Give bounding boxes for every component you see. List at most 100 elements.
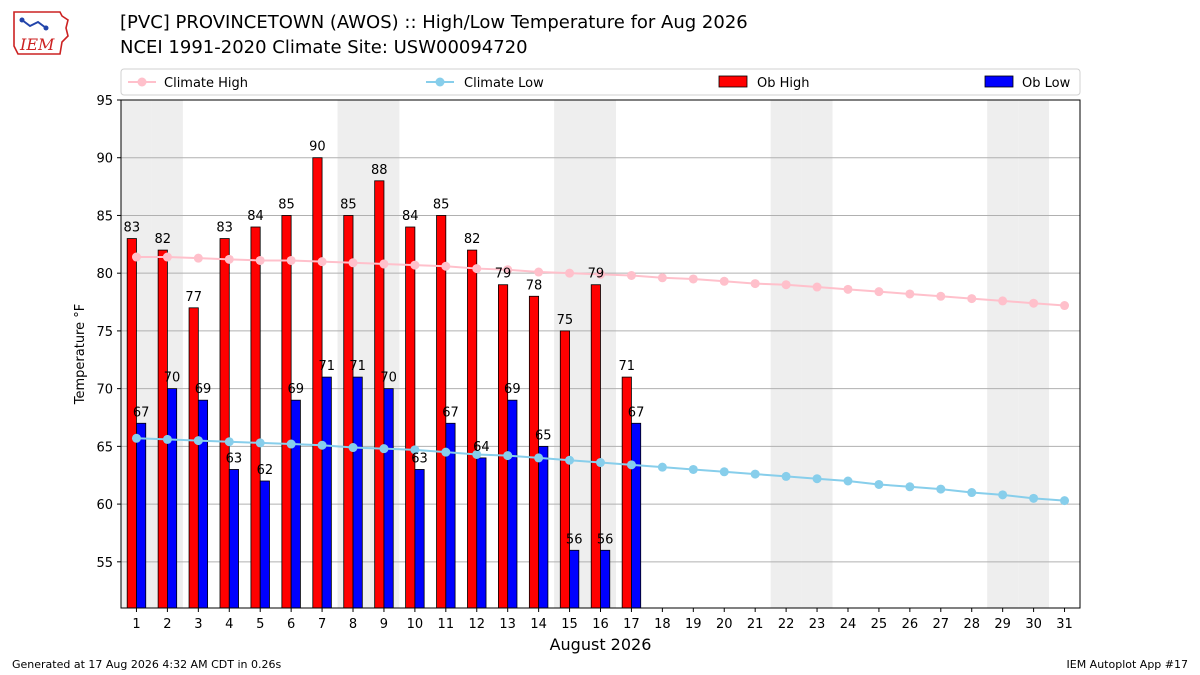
ob-low-bar xyxy=(538,445,549,609)
ob-high-label: 71 xyxy=(619,359,636,374)
x-tick-label: 11 xyxy=(438,617,455,632)
ob-low-bar xyxy=(228,469,239,609)
climate-high-point xyxy=(317,257,327,267)
climate-high-point xyxy=(812,282,822,292)
climate-low-point xyxy=(255,438,265,448)
ob-high-label: 83 xyxy=(124,221,141,236)
generated-timestamp: Generated at 17 Aug 2026 4:32 AM CDT in … xyxy=(12,658,282,671)
ob-high-bar xyxy=(498,284,509,609)
x-tick-label: 10 xyxy=(407,617,424,632)
ob-high-label: 82 xyxy=(154,232,171,247)
ob-high-label: 84 xyxy=(247,209,264,224)
ob-high-bar xyxy=(126,238,137,609)
iem-logo: IEM xyxy=(13,11,69,55)
climate-high-point xyxy=(1060,301,1070,311)
ob-low-bar xyxy=(197,399,209,609)
ob-low-label: 70 xyxy=(164,371,181,386)
climate-low-point xyxy=(286,439,296,449)
climate-high-point xyxy=(255,255,265,265)
y-tick-label: 65 xyxy=(96,440,113,455)
ob-low-bar xyxy=(136,422,147,609)
x-tick-label: 12 xyxy=(468,617,485,632)
x-axis-label: August 2026 xyxy=(550,635,652,654)
ob-high-bar xyxy=(590,284,601,609)
climate-low-point xyxy=(1029,493,1039,503)
ob-high-label: 82 xyxy=(464,232,481,247)
ob-high-bar xyxy=(281,215,292,609)
ob-low-bar xyxy=(321,376,332,609)
ob-high-label: 85 xyxy=(278,197,295,212)
climate-low-point xyxy=(472,449,482,459)
climate-low-point xyxy=(193,436,203,446)
ob-low-bar xyxy=(290,399,301,609)
x-tick-label: 19 xyxy=(685,617,702,632)
ob-high-label: 85 xyxy=(340,197,357,212)
ob-low-bar xyxy=(352,376,363,609)
y-axis-label: Temperature °F xyxy=(73,304,88,405)
legend-climate-high-marker xyxy=(137,77,147,87)
weekend-shade xyxy=(770,100,802,608)
weekend-shade xyxy=(987,100,1019,608)
x-tick-label: 1 xyxy=(132,617,140,632)
climate-high-point xyxy=(565,268,575,278)
x-tick-label: 7 xyxy=(318,617,326,632)
ob-low-bar xyxy=(631,422,642,609)
climate-low-point xyxy=(936,484,946,494)
climate-low-point xyxy=(1060,496,1070,506)
chart-subtitle: NCEI 1991-2020 Climate Site: USW00094720 xyxy=(120,37,528,58)
climate-low-point xyxy=(503,451,513,461)
x-tick-label: 30 xyxy=(1025,617,1042,632)
x-tick-label: 17 xyxy=(623,617,640,632)
ob-low-label: 69 xyxy=(504,382,521,397)
climate-high-point xyxy=(472,264,482,274)
ob-low-label: 67 xyxy=(628,405,645,420)
climate-high-point xyxy=(503,265,513,275)
x-tick-label: 14 xyxy=(530,617,547,632)
climate-low-point xyxy=(410,445,420,455)
ob-high-label: 77 xyxy=(185,290,202,305)
x-tick-label: 5 xyxy=(256,617,264,632)
climate-low-point xyxy=(534,453,544,463)
climate-low-point xyxy=(998,490,1008,500)
legend-ob-high-label: Ob High xyxy=(757,76,810,91)
ob-low-label: 69 xyxy=(195,382,212,397)
legend-ob-low-label: Ob Low xyxy=(1022,76,1071,91)
ob-low-label: 56 xyxy=(597,532,614,547)
ob-high-bar xyxy=(157,249,168,609)
ob-high-bar xyxy=(374,180,385,609)
ob-low-label: 70 xyxy=(380,371,397,386)
ob-high-label: 88 xyxy=(371,163,388,178)
ob-low-label: 65 xyxy=(535,428,552,443)
logo-text: IEM xyxy=(19,35,55,54)
ob-low-bar xyxy=(383,388,394,609)
ob-low-bar xyxy=(167,388,178,609)
climate-high-point xyxy=(936,291,946,301)
climate-high-point xyxy=(750,279,760,289)
ob-low-label: 62 xyxy=(257,463,274,478)
ob-high-label: 79 xyxy=(495,267,512,282)
x-tick-label: 25 xyxy=(871,617,888,632)
x-tick-label: 15 xyxy=(561,617,578,632)
ob-high-label: 90 xyxy=(309,140,326,155)
x-tick-label: 9 xyxy=(380,617,388,632)
climate-high-point xyxy=(998,296,1008,306)
ob-high-bar xyxy=(312,157,323,609)
ob-low-label: 63 xyxy=(226,451,243,466)
ob-high-label: 85 xyxy=(433,197,450,212)
climate-low-point xyxy=(626,460,636,470)
climate-high-point xyxy=(874,287,884,297)
x-tick-label: 3 xyxy=(194,617,202,632)
x-tick-label: 20 xyxy=(716,617,733,632)
climate-high-point xyxy=(286,255,296,265)
climate-high-point xyxy=(688,274,698,284)
ob-high-label: 79 xyxy=(588,267,605,282)
ob-high-bar xyxy=(528,295,540,609)
climate-high-point xyxy=(348,258,358,268)
climate-low-point xyxy=(596,458,605,468)
climate-high-point xyxy=(843,284,853,294)
climate-low-point xyxy=(317,440,327,450)
legend-climate-low-marker xyxy=(435,77,445,87)
weekend-shade xyxy=(1018,100,1050,608)
y-tick-label: 70 xyxy=(96,383,113,398)
